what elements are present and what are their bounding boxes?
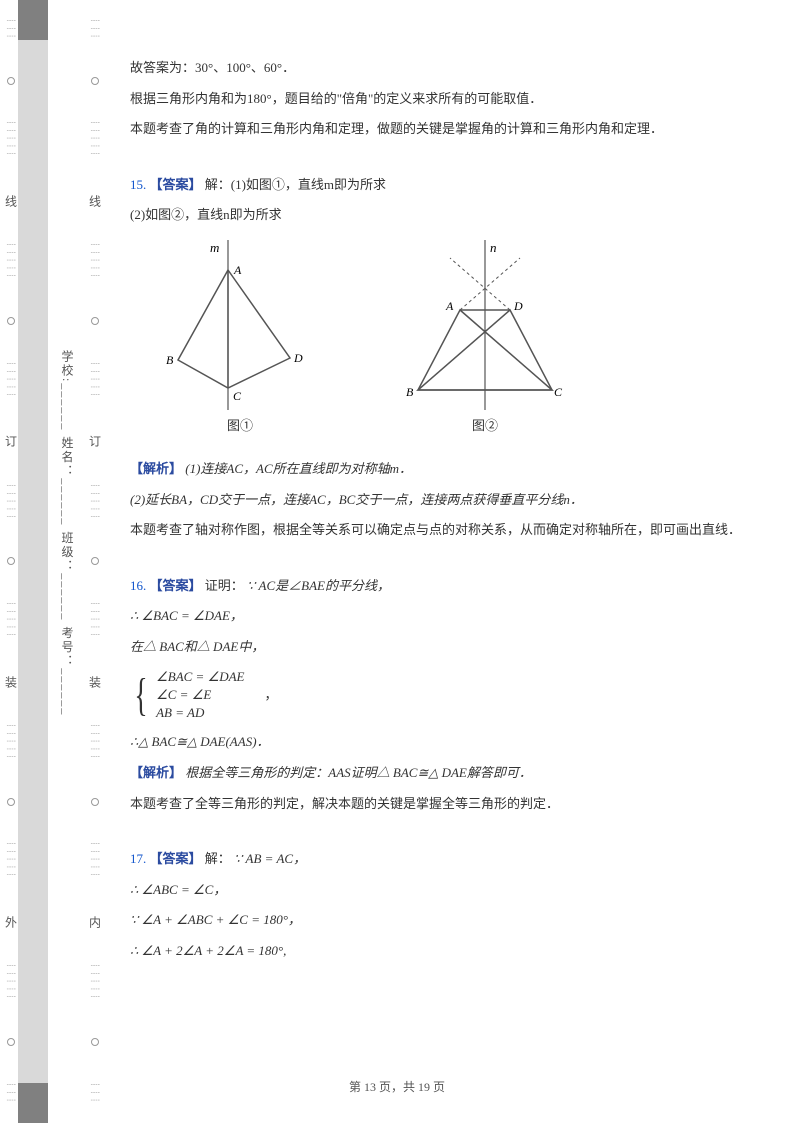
q15-parse-line: 本题考查了轴对称作图，根据全等关系可以确定点与点的对称关系，从而确定对称轴所在，… <box>130 518 750 543</box>
svg-text:B: B <box>166 353 174 367</box>
brace-row: ∠C = ∠E <box>156 686 244 704</box>
brace-row: ∠BAC = ∠DAE <box>156 668 244 686</box>
q17-line: ∴ ∠A + 2∠A + 2∠A = 180°, <box>130 939 750 964</box>
q16-line: 在△ BAC和△ DAE中， <box>130 635 750 660</box>
parse-label: 【解析】 <box>130 765 182 780</box>
form-fields-vertical: 学校:______ 姓名：______ 班级：______ 考号：______ <box>58 350 76 716</box>
binding-cap-top <box>18 0 48 40</box>
figure-caption: 图① <box>160 414 320 439</box>
q15-parse: 【解析】 (1)连接AC，AC所在直线即为对称轴m． <box>130 457 750 482</box>
svg-text:A: A <box>445 299 454 313</box>
margin-label: 线 <box>87 195 104 207</box>
q16-line: ∴△ BAC≅△ DAE(AAS)． <box>130 730 750 755</box>
svg-text:D: D <box>293 351 303 365</box>
page-footer: 第 13 页，共 19 页 <box>0 1078 794 1095</box>
margin-label: 订 <box>3 435 20 447</box>
margin-label: 装 <box>3 676 20 688</box>
page-content: 故答案为：30°、100°、60°． 根据三角形内角和为180°，题目给的"倍角… <box>130 56 750 970</box>
brace-comma: ， <box>265 683 278 708</box>
svg-text:C: C <box>233 389 242 403</box>
q16-parse-line: 本题考查了全等三角形的判定，解决本题的关键是掌握全等三角形的判定． <box>130 792 750 817</box>
answer-text: 解：(1)如图①，直线m即为所求 <box>205 177 386 192</box>
question-number: 16. <box>130 578 146 593</box>
margin-label: 线 <box>3 195 20 207</box>
binding-strip <box>18 0 48 1123</box>
margin-label: 内 <box>87 916 104 928</box>
solution-text: ∵ AB = AC， <box>234 851 306 866</box>
parse-label: 【解析】 <box>130 461 182 476</box>
margin-label: 装 <box>87 676 104 688</box>
solution-label: 解： <box>205 851 231 866</box>
q16-parse: 【解析】 根据全等三角形的判定：AAS证明△ BAC≅△ DAE解答即可． <box>130 761 750 786</box>
question-number: 15. <box>130 177 146 192</box>
triangle-diagram-2-icon: n A D B C <box>400 240 570 410</box>
figure-1: m A B C D 图① <box>160 240 320 439</box>
svg-text:n: n <box>490 240 497 255</box>
margin-label: 外 <box>3 916 20 928</box>
brace-system: { ∠BAC = ∠DAE ∠C = ∠E AB = AD ， <box>130 668 750 723</box>
parse-text: (1)连接AC，AC所在直线即为对称轴m． <box>185 461 412 476</box>
answer-label: 【答案】 <box>150 177 202 192</box>
q17-line: ∴ ∠ABC = ∠C， <box>130 878 750 903</box>
q15-body: (2)如图②，直线n即为所求 <box>130 203 750 228</box>
proof-label: 证明： <box>205 578 244 593</box>
intro-line: 本题考查了角的计算和三角形内角和定理，做题的关键是掌握角的计算和三角形内角和定理… <box>130 117 750 142</box>
left-brace-icon: { <box>134 681 147 709</box>
question-number: 17. <box>130 851 146 866</box>
margin-column-outer: ┊┊┊┊┊┊┊┊ 线 ┊┊┊┊┊┊┊┊┊┊ 订 ┊┊┊┊┊┊┊┊┊┊ 装 ┊┊┊… <box>6 0 16 1123</box>
brace-row: AB = AD <box>156 704 244 722</box>
figure-2: n A D B C 图② <box>400 240 570 439</box>
svg-text:A: A <box>233 263 242 277</box>
margin-column-inner: ┊┊┊┊┊┊┊┊ 线 ┊┊┊┊┊┊┊┊┊┊ 订 ┊┊┊┊┊┊┊┊┊┊ 装 ┊┊┊… <box>90 0 100 1123</box>
proof-text: ∵ AC是∠BAE的平分线， <box>247 578 390 593</box>
answer-label: 【答案】 <box>150 851 202 866</box>
q15-parse-line: (2)延长BA，CD交于一点，连接AC，BC交于一点，连接两点获得垂直平分线n． <box>130 488 750 513</box>
triangle-diagram-1-icon: m A B C D <box>160 240 320 410</box>
intro-line: 根据三角形内角和为180°，题目给的"倍角"的定义来求所有的可能取值． <box>130 87 750 112</box>
parse-text: 根据全等三角形的判定：AAS证明△ BAC≅△ DAE解答即可． <box>185 765 532 780</box>
figure-caption: 图② <box>400 414 570 439</box>
intro-line: 故答案为：30°、100°、60°． <box>130 56 750 81</box>
answer-label: 【答案】 <box>150 578 202 593</box>
q15-answer-line: 15. 【答案】 解：(1)如图①，直线m即为所求 <box>130 173 750 198</box>
q17-line: ∵ ∠A + ∠ABC + ∠C = 180°， <box>130 908 750 933</box>
svg-text:D: D <box>513 299 523 313</box>
svg-text:m: m <box>210 240 219 255</box>
margin-label: 订 <box>87 435 104 447</box>
q17-answer-line: 17. 【答案】 解： ∵ AB = AC， <box>130 847 750 872</box>
q16-line: ∴ ∠BAC = ∠DAE， <box>130 604 750 629</box>
figure-row: m A B C D 图① n A D B <box>160 240 750 439</box>
svg-text:C: C <box>554 385 563 399</box>
q16-answer-line: 16. 【答案】 证明： ∵ AC是∠BAE的平分线， <box>130 574 750 599</box>
svg-text:B: B <box>406 385 414 399</box>
